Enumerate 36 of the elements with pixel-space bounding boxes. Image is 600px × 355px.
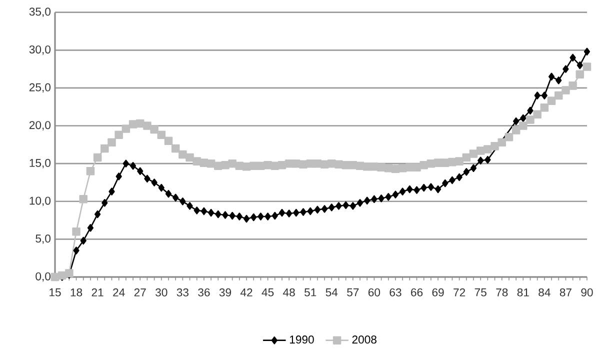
x-tick-label: 60 (368, 288, 380, 296)
x-tick-label: 45 (262, 288, 274, 296)
x-tick-label: 21 (92, 288, 104, 296)
y-tick-label: 10,0 (30, 196, 51, 206)
x-tick-label: 15 (50, 288, 61, 296)
x-tick-label: 36 (198, 288, 210, 296)
x-tick-label: 57 (347, 288, 359, 296)
x-tick-label: 66 (411, 288, 423, 296)
x-tick-label: 54 (326, 288, 338, 296)
x-tick-label: 39 (219, 288, 232, 296)
x-tick-label: 69 (432, 288, 444, 296)
x-tick-label: 84 (538, 288, 550, 296)
x-tick-label: 42 (240, 288, 252, 296)
x-tick-label: 18 (70, 288, 82, 296)
x-tick-label: 90 (581, 288, 593, 296)
y-tick-label: 35,0 (29, 8, 51, 18)
x-tick-label: 72 (454, 288, 466, 296)
x-tick-label: 27 (134, 288, 146, 296)
y-tick-label: 30,0 (29, 45, 51, 55)
x-tick-label: 24 (113, 288, 125, 296)
y-tick-label: 20,0 (29, 121, 51, 130)
x-tick-label: 63 (390, 288, 402, 296)
x-tick-label: 30 (156, 288, 168, 296)
x-tick-label: 81 (517, 288, 529, 296)
y-tick-label: 25,0 (29, 83, 51, 93)
legend-label: 2008 (352, 336, 376, 344)
x-tick-label: 78 (496, 288, 508, 296)
y-tick-label: 15,0 (30, 158, 51, 168)
x-tick-label: 75 (474, 288, 486, 296)
x-tick-label: 51 (304, 288, 316, 296)
x-tick-label: 48 (283, 288, 295, 296)
y-tick-label: 5,0 (36, 234, 51, 244)
x-tick-label: 87 (560, 288, 572, 296)
x-tick-label: 33 (176, 288, 188, 296)
legend-label: 1990 (290, 336, 314, 344)
y-tick-label: 0,0 (36, 272, 51, 282)
